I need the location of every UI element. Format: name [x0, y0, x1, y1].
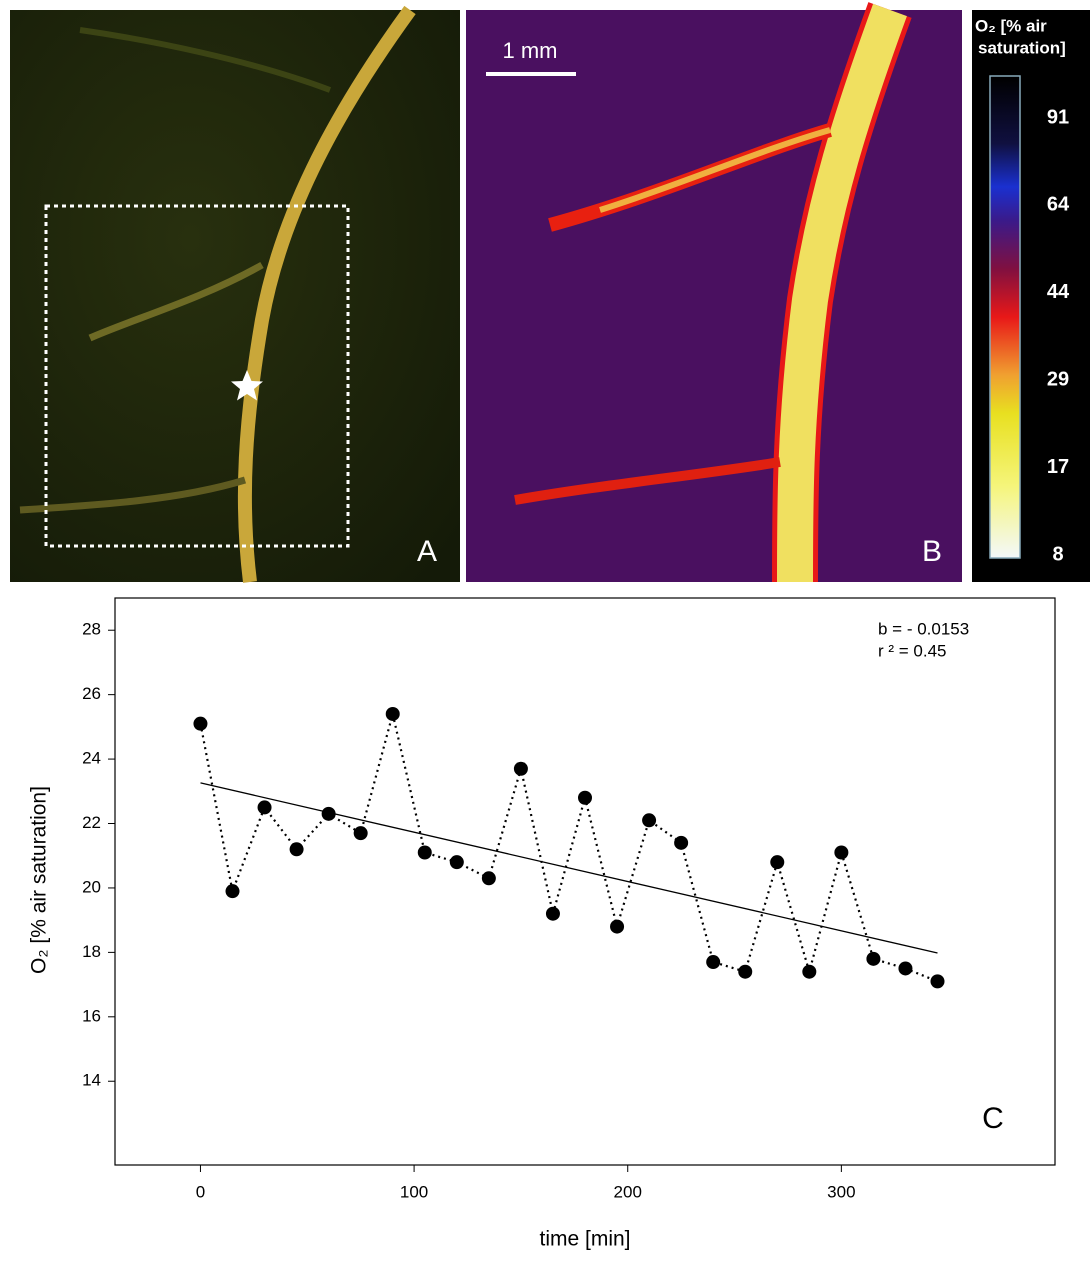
y-tick-label: 26: [82, 684, 101, 703]
data-point: [225, 884, 240, 899]
colorbar-title: saturation]: [978, 38, 1066, 57]
vessel: [237, 5, 416, 583]
y-tick-label: 28: [82, 620, 101, 639]
vessel: [777, 3, 907, 583]
y-tick-label: 18: [82, 942, 101, 961]
x-tick-label: 0: [196, 1182, 205, 1201]
colorbar-tick-label: 64: [1047, 194, 1070, 216]
data-line: [199, 713, 938, 983]
data-point: [385, 706, 400, 721]
annotation: b = - 0.0153: [878, 619, 969, 638]
panel-a-image: [10, 10, 460, 582]
colorbar-tick-label: 29: [1047, 368, 1069, 390]
y-tick-label: 14: [82, 1071, 101, 1090]
vessel-branch: [88, 261, 264, 342]
panel-label: B: [922, 535, 942, 568]
data-point: [353, 826, 368, 841]
data-point: [610, 919, 625, 934]
vessel-branch: [599, 127, 831, 213]
annotation: r ² = 0.45: [878, 641, 947, 660]
data-point: [866, 951, 881, 966]
vessel-branch: [79, 27, 332, 93]
y-axis-label: O₂ [% air saturation]: [28, 786, 51, 974]
colorbar-tick-label: 44: [1047, 281, 1070, 303]
colorbar-title: O₂ [% air: [975, 16, 1047, 35]
data-point: [898, 961, 913, 976]
panel-label: A: [417, 535, 437, 568]
vessel-branch: [19, 476, 247, 514]
roi-box: [44, 204, 350, 548]
data-point: [513, 761, 528, 776]
data-point: [802, 964, 817, 979]
data-point: [930, 974, 945, 989]
colorbar-tick-label: 8: [1052, 543, 1063, 565]
colorbar-tick-label: 17: [1047, 456, 1069, 478]
data-point: [289, 842, 304, 857]
data-point: [257, 800, 272, 815]
data-point: [770, 855, 785, 870]
data-point: [481, 871, 496, 886]
x-tick-label: 100: [400, 1182, 428, 1201]
colorbar: O₂ [% air saturation] 91 64 44 29 17 8: [972, 10, 1090, 582]
star: [231, 370, 263, 401]
data-point: [417, 845, 432, 860]
data-point: [738, 964, 753, 979]
panel-a: A: [10, 5, 460, 583]
data-point: [706, 955, 721, 970]
data-point: [321, 806, 336, 821]
data-point: [545, 906, 560, 921]
y-tick-label: 16: [82, 1006, 101, 1025]
chart: b = - 0.0153 r ² = 0.45 C time [min] O₂ …: [28, 597, 1056, 1251]
x-axis-label: time [min]: [539, 1228, 630, 1251]
data-point: [449, 855, 464, 870]
data-point: [674, 835, 689, 850]
x-tick-label: 200: [614, 1182, 642, 1201]
colorbar-gradient: [989, 75, 1021, 559]
data-point: [642, 813, 657, 828]
plot-frame: [114, 597, 1056, 1166]
y-tick-label: 20: [82, 877, 101, 896]
x-tick-label: 300: [827, 1182, 855, 1201]
y-tick-label: 24: [82, 749, 101, 768]
panel-label: C: [982, 1102, 1004, 1135]
data-point: [193, 716, 208, 731]
colorbar-tick-label: 91: [1047, 106, 1069, 128]
y-tick-label: 22: [82, 813, 101, 832]
scale-bar-label: 1 mm: [503, 38, 558, 63]
data-point: [834, 845, 849, 860]
vessel-branch: [514, 457, 781, 505]
panel-b: 1 mm B: [466, 2, 962, 583]
data-point: [578, 790, 592, 805]
